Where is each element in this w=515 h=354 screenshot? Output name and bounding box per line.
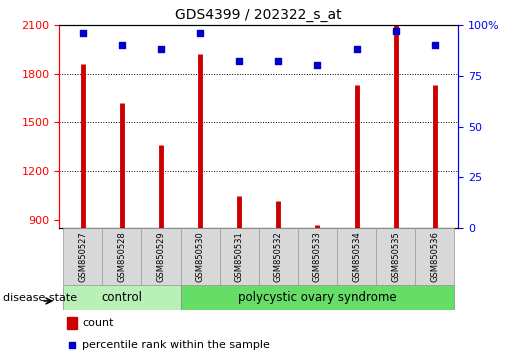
Text: control: control — [101, 291, 142, 304]
Bar — [142, 228, 181, 285]
Point — [391, 28, 400, 34]
Point — [274, 58, 282, 64]
Text: GSM850531: GSM850531 — [235, 231, 244, 282]
Bar — [67, 316, 77, 329]
Point — [313, 63, 321, 68]
Text: GSM850534: GSM850534 — [352, 231, 361, 282]
Text: percentile rank within the sample: percentile rank within the sample — [82, 339, 270, 350]
Text: GSM850529: GSM850529 — [157, 231, 165, 282]
Text: disease state: disease state — [3, 293, 77, 303]
Text: GSM850532: GSM850532 — [274, 231, 283, 282]
Bar — [337, 228, 376, 285]
Text: polycystic ovary syndrome: polycystic ovary syndrome — [238, 291, 397, 304]
Point — [235, 58, 244, 64]
Bar — [298, 228, 337, 285]
Point — [431, 42, 439, 48]
Bar — [181, 285, 454, 310]
Point — [352, 46, 360, 52]
Text: GSM850530: GSM850530 — [196, 231, 204, 282]
Bar — [63, 285, 181, 310]
Title: GDS4399 / 202322_s_at: GDS4399 / 202322_s_at — [176, 8, 342, 22]
Bar — [376, 228, 415, 285]
Point — [196, 30, 204, 36]
Text: count: count — [82, 318, 114, 327]
Text: GSM850535: GSM850535 — [391, 231, 400, 282]
Text: GSM850527: GSM850527 — [78, 231, 87, 282]
Point — [157, 46, 165, 52]
Point — [68, 342, 77, 348]
Text: GSM850528: GSM850528 — [117, 231, 126, 282]
Text: GSM850536: GSM850536 — [431, 231, 439, 282]
Bar — [102, 228, 142, 285]
Point — [79, 30, 87, 36]
Point — [118, 42, 126, 48]
Bar — [220, 228, 259, 285]
Text: GSM850533: GSM850533 — [313, 231, 322, 282]
Bar — [415, 228, 454, 285]
Bar — [63, 228, 102, 285]
Bar — [259, 228, 298, 285]
Bar — [181, 228, 220, 285]
